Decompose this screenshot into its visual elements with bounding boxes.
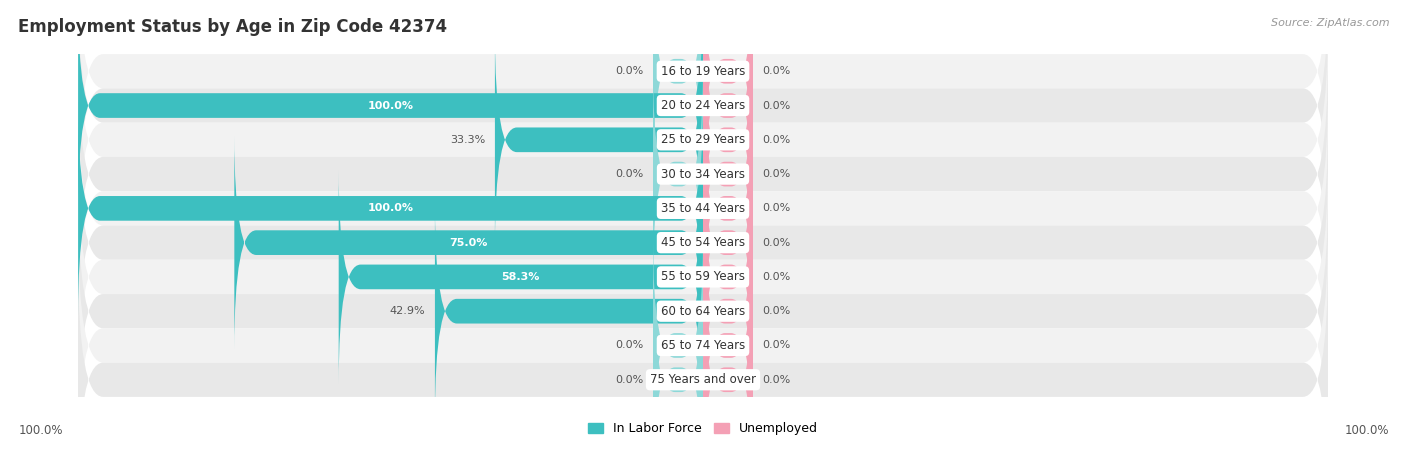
FancyBboxPatch shape <box>652 272 703 451</box>
Text: 20 to 24 Years: 20 to 24 Years <box>661 99 745 112</box>
FancyBboxPatch shape <box>652 66 703 282</box>
Text: 75 Years and over: 75 Years and over <box>650 373 756 386</box>
Text: 100.0%: 100.0% <box>1344 424 1389 437</box>
FancyBboxPatch shape <box>703 135 754 350</box>
FancyBboxPatch shape <box>79 0 703 213</box>
FancyBboxPatch shape <box>339 169 703 385</box>
Text: 0.0%: 0.0% <box>616 169 644 179</box>
FancyBboxPatch shape <box>703 0 754 213</box>
Text: 60 to 64 Years: 60 to 64 Years <box>661 305 745 318</box>
Text: 0.0%: 0.0% <box>762 101 790 110</box>
FancyBboxPatch shape <box>79 157 1327 397</box>
FancyBboxPatch shape <box>703 169 754 385</box>
FancyBboxPatch shape <box>79 88 1327 328</box>
Text: 75.0%: 75.0% <box>450 238 488 248</box>
Text: 100.0%: 100.0% <box>367 203 413 213</box>
FancyBboxPatch shape <box>703 0 754 179</box>
Text: 0.0%: 0.0% <box>762 238 790 248</box>
FancyBboxPatch shape <box>79 0 1327 226</box>
Text: 16 to 19 Years: 16 to 19 Years <box>661 65 745 78</box>
Text: 58.3%: 58.3% <box>502 272 540 282</box>
FancyBboxPatch shape <box>79 0 1327 191</box>
FancyBboxPatch shape <box>495 32 703 248</box>
FancyBboxPatch shape <box>703 101 754 316</box>
Text: 55 to 59 Years: 55 to 59 Years <box>661 271 745 283</box>
Text: 42.9%: 42.9% <box>389 306 426 316</box>
Text: 0.0%: 0.0% <box>762 375 790 385</box>
Text: Employment Status by Age in Zip Code 42374: Employment Status by Age in Zip Code 423… <box>18 18 447 36</box>
FancyBboxPatch shape <box>79 54 1327 294</box>
Text: 0.0%: 0.0% <box>762 203 790 213</box>
FancyBboxPatch shape <box>703 32 754 248</box>
Text: 0.0%: 0.0% <box>762 66 790 76</box>
FancyBboxPatch shape <box>79 260 1327 451</box>
Text: 25 to 29 Years: 25 to 29 Years <box>661 133 745 146</box>
Text: 65 to 74 Years: 65 to 74 Years <box>661 339 745 352</box>
Text: 0.0%: 0.0% <box>762 169 790 179</box>
Text: 33.3%: 33.3% <box>450 135 485 145</box>
Text: 0.0%: 0.0% <box>616 375 644 385</box>
FancyBboxPatch shape <box>703 272 754 451</box>
FancyBboxPatch shape <box>79 226 1327 451</box>
Text: 45 to 54 Years: 45 to 54 Years <box>661 236 745 249</box>
FancyBboxPatch shape <box>235 135 703 350</box>
FancyBboxPatch shape <box>434 203 703 419</box>
Text: Source: ZipAtlas.com: Source: ZipAtlas.com <box>1271 18 1389 28</box>
FancyBboxPatch shape <box>652 0 703 179</box>
Legend: In Labor Force, Unemployed: In Labor Force, Unemployed <box>583 417 823 440</box>
FancyBboxPatch shape <box>79 123 1327 363</box>
Text: 0.0%: 0.0% <box>616 66 644 76</box>
FancyBboxPatch shape <box>703 238 754 451</box>
FancyBboxPatch shape <box>652 238 703 451</box>
Text: 35 to 44 Years: 35 to 44 Years <box>661 202 745 215</box>
Text: 0.0%: 0.0% <box>762 306 790 316</box>
Text: 0.0%: 0.0% <box>762 135 790 145</box>
Text: 30 to 34 Years: 30 to 34 Years <box>661 168 745 180</box>
Text: 100.0%: 100.0% <box>367 101 413 110</box>
FancyBboxPatch shape <box>79 20 1327 260</box>
FancyBboxPatch shape <box>703 203 754 419</box>
FancyBboxPatch shape <box>79 191 1327 431</box>
Text: 100.0%: 100.0% <box>18 424 63 437</box>
Text: 0.0%: 0.0% <box>762 341 790 350</box>
Text: 0.0%: 0.0% <box>616 341 644 350</box>
Text: 0.0%: 0.0% <box>762 272 790 282</box>
FancyBboxPatch shape <box>703 66 754 282</box>
FancyBboxPatch shape <box>79 101 703 316</box>
